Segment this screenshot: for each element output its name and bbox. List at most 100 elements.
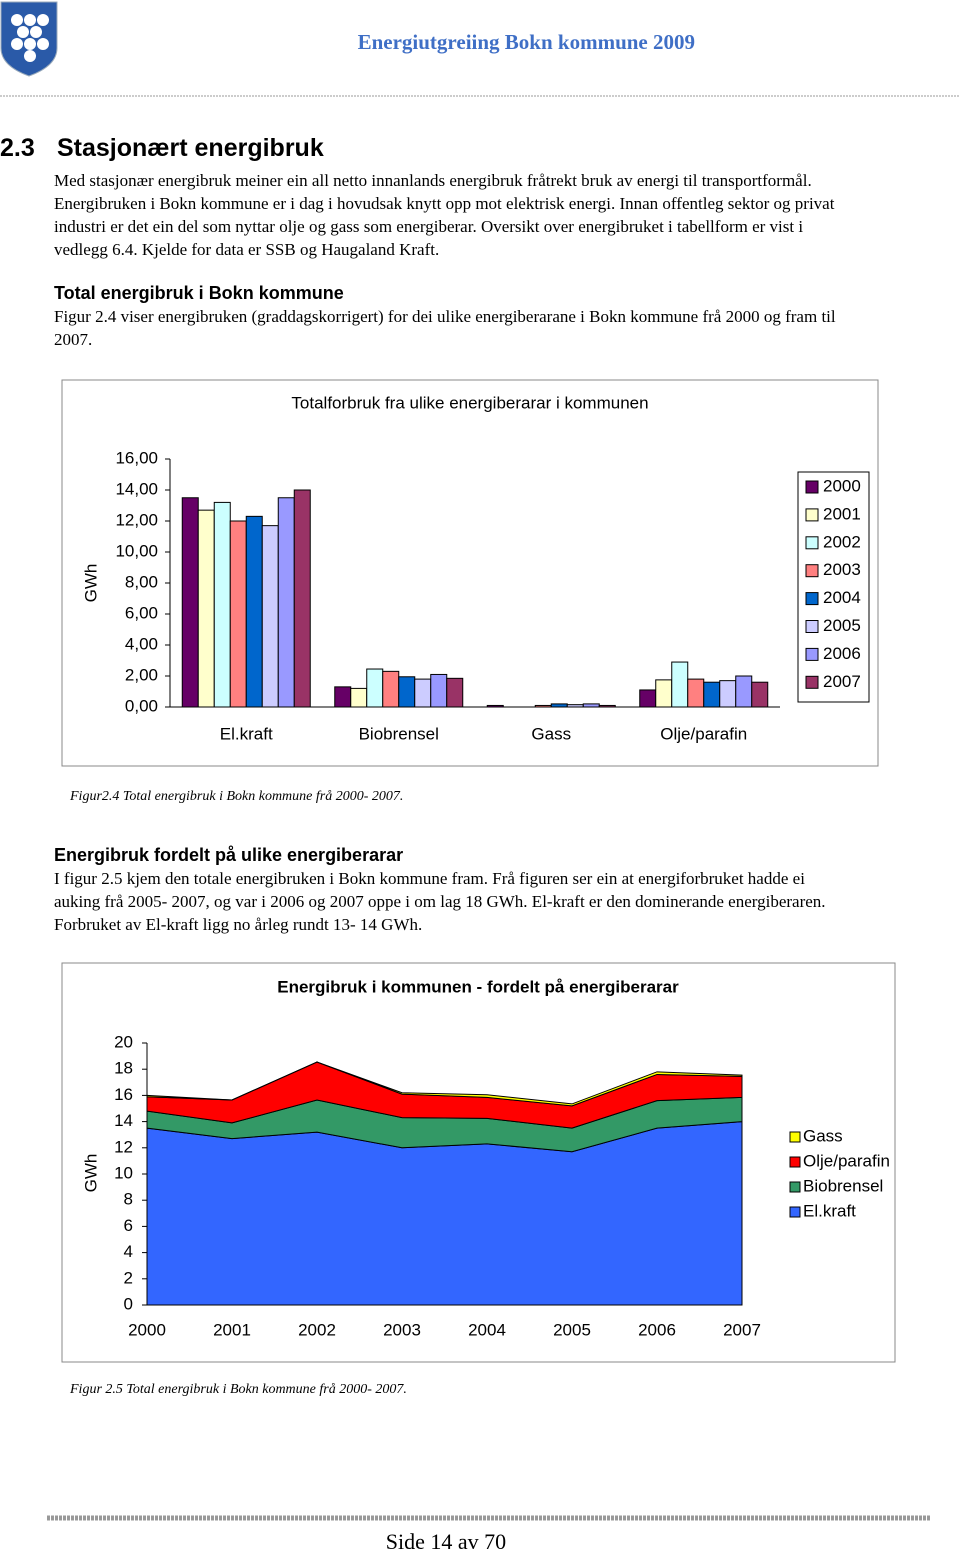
bar: [719, 680, 737, 708]
y-tick-label: 14,00: [115, 479, 158, 498]
bar: [366, 668, 384, 708]
y-tick-label: 10,00: [115, 541, 158, 560]
y-tick-label: 18: [114, 1059, 133, 1078]
x-tick-label: 2001: [213, 1320, 251, 1339]
legend-swatch: [805, 647, 819, 661]
x-tick-label: El.kraft: [220, 724, 273, 743]
y-tick-label: 8: [124, 1190, 133, 1209]
legend-swatch: [805, 620, 819, 633]
bar: [430, 673, 448, 708]
bar: [735, 675, 753, 708]
bar: [213, 501, 231, 708]
x-tick-label: 2000: [128, 1320, 166, 1339]
legend-swatch: [789, 1181, 801, 1193]
x-tick-label: 2003: [383, 1320, 421, 1339]
bar: [197, 509, 215, 708]
bar: [446, 677, 464, 708]
figure-caption: Figur2.4 Total energibruk i Bokn kommune…: [70, 789, 404, 804]
legend-label: 2004: [823, 588, 861, 607]
x-tick-label: Olje/parafin: [660, 724, 747, 743]
legend-label: 2001: [823, 504, 861, 523]
y-axis-label: GWh: [81, 1154, 100, 1193]
bar: [334, 686, 352, 708]
paragraph-line: Med stasjonær energibruk meiner ein all …: [54, 171, 812, 190]
legend-swatch: [805, 508, 819, 522]
y-tick-label: 12,00: [115, 510, 158, 529]
y-tick-label: 6,00: [125, 603, 158, 622]
y-tick-label: 6: [124, 1216, 133, 1235]
legend-swatch: [805, 536, 819, 550]
paragraph-line: I figur 2.5 kjem den totale energibruken…: [54, 869, 805, 888]
x-tick-label: 2006: [638, 1320, 676, 1339]
bar: [687, 678, 705, 708]
bar: [277, 497, 295, 708]
legend-swatch: [789, 1206, 801, 1218]
legend-swatch: [789, 1131, 801, 1143]
bar: [398, 676, 416, 708]
legend-swatch: [805, 675, 819, 689]
y-tick-label: 14: [114, 1111, 133, 1130]
paragraph-line: 2007.: [54, 330, 93, 349]
x-tick-label: Biobrensel: [359, 724, 439, 743]
y-tick-label: 16,00: [115, 448, 158, 467]
legend-swatch: [789, 1156, 801, 1168]
bar: [181, 497, 199, 708]
y-tick-label: 20: [114, 1032, 133, 1051]
bar: [639, 689, 657, 708]
paragraph-line: Figur 2.4 viser energibruken (graddagsko…: [54, 307, 836, 326]
bar: [293, 489, 311, 708]
chart-title: Energibruk i kommunen - fordelt på energ…: [277, 977, 679, 996]
y-tick-label: 10: [114, 1163, 133, 1182]
legend-label: 2007: [823, 672, 861, 691]
logo: [0, 1, 58, 77]
legend-label: 2005: [823, 616, 861, 635]
legend-swatch: [805, 564, 819, 578]
bar: [350, 687, 368, 708]
y-tick-label: 2: [124, 1268, 133, 1287]
x-tick-label: 2004: [468, 1320, 506, 1339]
y-tick-label: 12: [114, 1137, 133, 1156]
bar: [261, 525, 279, 708]
subsection-heading: Total energibruk i Bokn kommune: [54, 283, 344, 303]
y-tick-label: 0: [124, 1294, 133, 1313]
bar: [751, 681, 769, 708]
chart-title: Totalforbruk fra ulike energiberarar i k…: [291, 393, 648, 412]
legend-label: Biobrensel: [803, 1176, 883, 1195]
area: [146, 1121, 743, 1306]
x-tick-label: Gass: [531, 724, 571, 743]
y-tick-label: 4,00: [125, 634, 158, 653]
legend-label: 2003: [823, 560, 861, 579]
y-axis-label: GWh: [81, 564, 100, 603]
page-number: Side 14 av 70: [385, 1529, 507, 1554]
paragraph-line: auking frå 2005- 2007, og var i 2006 og …: [54, 892, 826, 911]
y-tick-label: 2,00: [125, 665, 158, 684]
legend-label: 2002: [823, 532, 861, 551]
bar: [655, 679, 673, 708]
figure-caption: Figur 2.5 Total energibruk i Bokn kommun…: [70, 1382, 407, 1397]
paragraph-line: vedlegg 6.4. Kjelde for data er SSB og H…: [54, 240, 440, 259]
bar: [229, 520, 247, 708]
section-title: Stasjonært energibruk: [57, 134, 324, 162]
bar: [382, 670, 400, 708]
legend-label: Gass: [803, 1126, 843, 1145]
bar: [671, 661, 689, 708]
bar: [703, 681, 721, 708]
legend-label: 2000: [823, 476, 861, 495]
legend-swatch: [805, 592, 819, 606]
header-title: Energiutgreiing Bokn kommune 2009: [357, 30, 695, 54]
legend-label: El.kraft: [803, 1201, 856, 1220]
legend-label: Olje/parafin: [803, 1151, 890, 1170]
x-tick-label: 2005: [553, 1320, 591, 1339]
paragraph-line: Energibruken i Bokn kommune er i dag i h…: [54, 194, 835, 213]
paragraph-line: industri er det ein del som nyttar olje …: [54, 217, 804, 236]
subsection-heading: Energibruk fordelt på ulike energiberara…: [54, 845, 404, 865]
x-tick-label: 2007: [723, 1320, 761, 1339]
y-tick-label: 8,00: [125, 572, 158, 591]
y-tick-label: 16: [114, 1085, 133, 1104]
bar: [414, 678, 432, 708]
legend-swatch: [805, 480, 819, 494]
paragraph-line: Forbruket av El-kraft ligg no årleg rund…: [54, 915, 423, 934]
section-number: 2.3: [0, 134, 35, 162]
